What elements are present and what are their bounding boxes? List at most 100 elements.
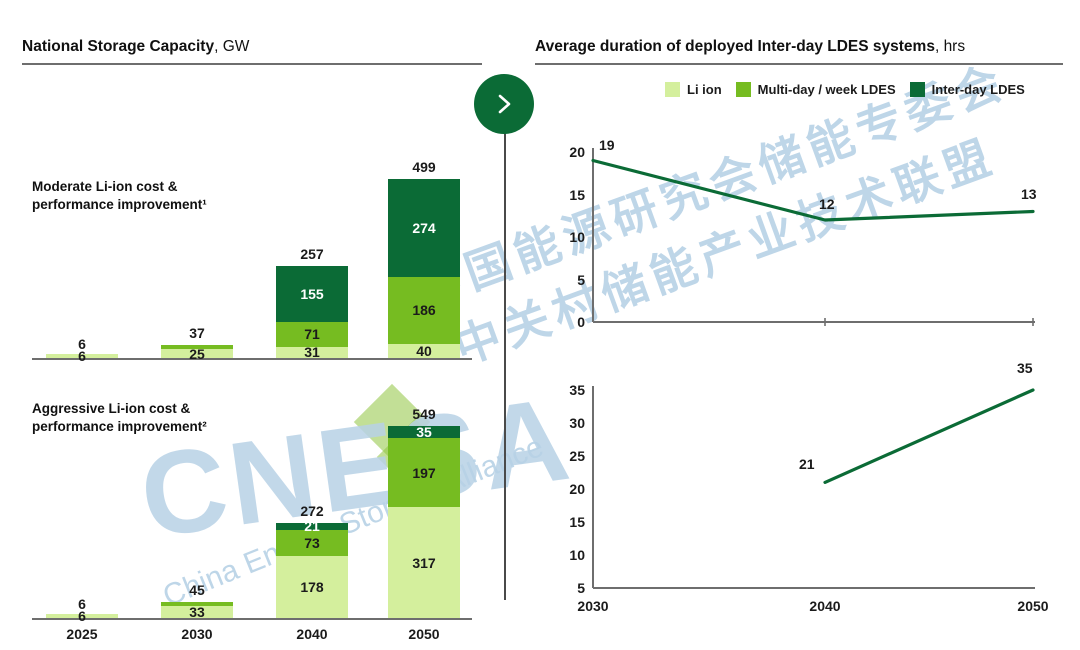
right-title-rule xyxy=(535,63,1063,65)
right-panel: Average duration of deployed Inter-day L… xyxy=(535,38,1063,618)
bar-group-2025[interactable]: 6 xyxy=(46,349,118,363)
axis-baseline xyxy=(32,618,472,620)
y-axis-tick: 10 xyxy=(569,547,585,563)
bar-group-2050[interactable]: 40 186 274 xyxy=(388,179,460,358)
x-axis-tick-2050: 2050 xyxy=(1017,598,1049,614)
legend-item: Inter-day LDES xyxy=(909,82,1025,97)
legend-label: Li ion xyxy=(687,82,722,97)
legend-label: Inter-day LDES xyxy=(931,82,1025,97)
bar-segment-value: 25 xyxy=(189,345,205,362)
bar-segment-value: 40 xyxy=(416,342,432,359)
bar-segment-multi-day-week-ldes: 186 xyxy=(388,277,460,344)
bar-group-2030[interactable]: 33 xyxy=(161,602,233,621)
y-axis-tick: 20 xyxy=(569,481,585,497)
bar-total-label: 499 xyxy=(412,159,436,176)
legend-swatch-2 xyxy=(909,82,925,97)
data-point-label: 13 xyxy=(1021,185,1037,202)
y-axis-tick: 15 xyxy=(569,514,585,530)
bar-segment-value: 197 xyxy=(412,464,436,481)
bar-segment-li-ion: 40 xyxy=(388,342,460,359)
x-axis-tick-2040: 2040 xyxy=(296,626,328,642)
bar-segment-value: 6 xyxy=(78,608,86,624)
bar-segment-value: 73 xyxy=(304,534,320,551)
data-line xyxy=(823,388,1035,485)
right-title-main: Average duration of deployed Inter-day L… xyxy=(535,38,935,55)
plot-area-aggressive: 2025 2030 2040 2050 6 6 45 33 272 178 73 21 549 317 1… xyxy=(22,406,482,642)
bar-segment-li-ion: 31 xyxy=(276,344,348,361)
right-panel-title: Average duration of deployed Inter-day L… xyxy=(535,38,1063,56)
y-axis-tick: 30 xyxy=(569,415,585,431)
bar-segment-value: 31 xyxy=(304,344,320,361)
bar-segment-li-ion: 6 xyxy=(46,349,118,363)
line-chart-svg xyxy=(592,386,1035,589)
legend-swatch-0 xyxy=(665,82,680,97)
left-panel: National Storage Capacity, GW Moderate L… xyxy=(22,38,482,642)
next-arrow-button[interactable] xyxy=(474,74,534,134)
data-line xyxy=(591,158,1035,222)
bar-segment-value: 317 xyxy=(412,554,436,571)
bar-total-label: 272 xyxy=(300,502,324,519)
bar-segment-value: 274 xyxy=(412,220,436,237)
bar-segment-value: 178 xyxy=(300,578,324,595)
plot-area-moderate: 6 6 37 25 257 31 71 155 499 40 186 274 xyxy=(22,150,482,363)
bar-total-label: 6 xyxy=(78,595,86,612)
x-axis-tick-2030: 2030 xyxy=(181,626,213,642)
legend-item: Li ion xyxy=(665,82,722,97)
bar-group-2050[interactable]: 317 197 35 xyxy=(388,424,460,618)
bar-group-2030[interactable]: 25 xyxy=(161,344,233,362)
bar-segment-value: 33 xyxy=(189,604,205,621)
panel-divider xyxy=(504,128,506,600)
chart-aggressive-avg-duration: 5 10 15 20 25 30 35 21 35 2030 2040 2050 xyxy=(535,356,1063,638)
left-title-rule xyxy=(22,63,482,65)
bar-segment-li-ion: 317 xyxy=(388,507,460,618)
y-axis-tick: 15 xyxy=(569,186,585,203)
x-axis-labels: 2025 2030 2040 2050 xyxy=(22,626,482,646)
data-point-label: 21 xyxy=(799,456,815,473)
bar-segment-value: 6 xyxy=(78,348,86,364)
bar-total-label: 549 xyxy=(412,405,436,422)
y-axis-tick: 20 xyxy=(569,144,585,160)
y-axis-tick: 5 xyxy=(577,580,585,596)
chart-legend: Li ion Multi-day / week LDES Inter-day LDE… xyxy=(665,82,1025,97)
bar-segment-multi-day-week-ldes: 73 xyxy=(276,530,348,556)
bar-segment-inter-day-ldes: 274 xyxy=(388,179,460,278)
bar-total-label: 257 xyxy=(300,246,324,263)
y-axis-tick: 35 xyxy=(569,382,585,398)
bar-segment-multi-day-week-ldes: 71 xyxy=(276,321,348,347)
line-chart-svg xyxy=(591,148,1035,326)
bar-group-2040[interactable]: 31 71 155 xyxy=(276,266,348,361)
bar-segment-value: 21 xyxy=(304,518,320,535)
left-title-unit: , GW xyxy=(214,38,250,55)
y-axis-tick: 0 xyxy=(577,314,585,330)
data-point-label: 19 xyxy=(599,136,615,153)
bar-segment-inter-day-ldes: 35 xyxy=(388,424,460,440)
bar-segment-value: 71 xyxy=(304,326,320,343)
chart-moderate-storage-capacity: Moderate Li-ion cost & performance impro… xyxy=(22,130,482,372)
x-axis-tick-2050: 2050 xyxy=(408,626,440,642)
bar-group-2040[interactable]: 178 73 21 xyxy=(276,519,348,618)
bar-total-label: 45 xyxy=(189,582,205,599)
chevron-right-icon xyxy=(498,94,511,114)
chart-moderate-avg-duration: 0 5 10 15 20 19 12 13 xyxy=(535,126,1063,356)
legend-swatch-1 xyxy=(735,82,751,97)
chart-aggressive-storage-capacity: Aggressive Li-ion cost & performance imp… xyxy=(22,390,482,642)
bar-segment-value: 35 xyxy=(416,424,432,440)
bar-segment-li-ion: 6 xyxy=(46,609,118,623)
bar-segment-value: 186 xyxy=(412,302,436,319)
bar-segment-multi-day-week-ldes xyxy=(161,344,233,350)
bar-segment-li-ion: 178 xyxy=(276,555,348,618)
y-axis-tick: 5 xyxy=(577,271,585,288)
bar-segment-li-ion: 33 xyxy=(161,604,233,621)
x-axis-tick-2040: 2040 xyxy=(809,598,841,614)
legend-label: Multi-day / week LDES xyxy=(757,82,896,97)
bar-total-label: 6 xyxy=(78,335,86,352)
axis-baseline xyxy=(32,358,472,360)
y-axis-tick: 10 xyxy=(569,229,585,245)
bar-segment-multi-day-week-ldes xyxy=(161,602,233,607)
legend-item: Multi-day / week LDES xyxy=(735,82,896,97)
y-axis-tick: 25 xyxy=(569,448,585,464)
left-panel-title: National Storage Capacity, GW xyxy=(22,38,482,56)
left-title-main: National Storage Capacity xyxy=(22,38,215,55)
bar-segment-multi-day-week-ldes: 197 xyxy=(388,438,460,508)
bar-group-2025[interactable]: 6 xyxy=(46,609,118,623)
